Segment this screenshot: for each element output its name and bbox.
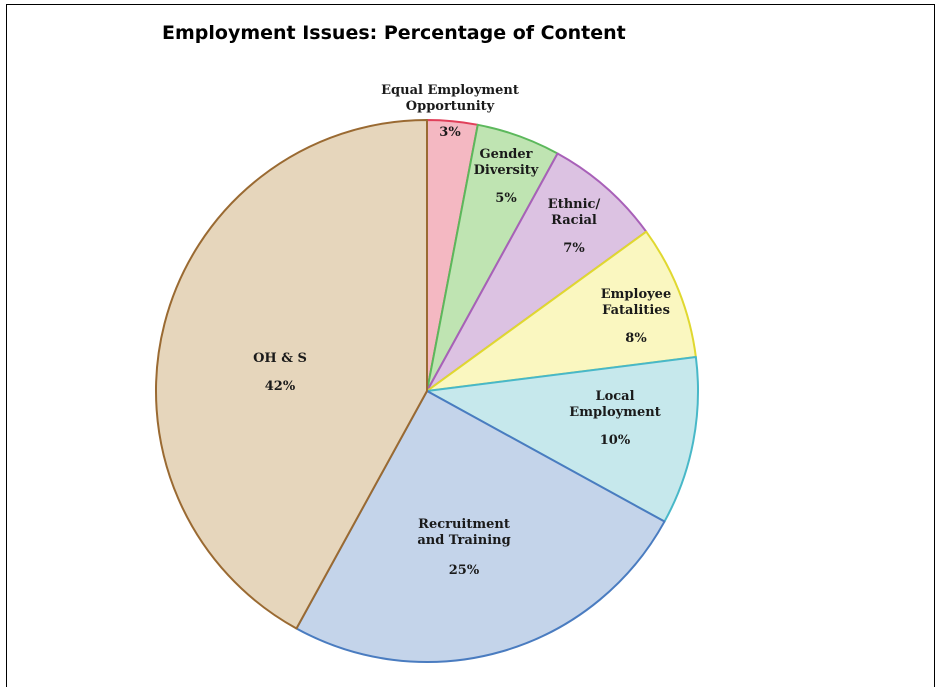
slice-value-label: 25% bbox=[449, 563, 480, 578]
pie-slice-3 bbox=[426, 152, 648, 392]
slice-value-label: 8% bbox=[625, 331, 647, 346]
slice-label: Employee bbox=[601, 287, 671, 302]
pie-slices bbox=[155, 119, 699, 663]
slice-label: Racial bbox=[551, 213, 597, 228]
chart-title: Employment Issues: Percentage of Content bbox=[162, 22, 626, 44]
slice-label: OH & S bbox=[253, 351, 307, 366]
slice-label: Local bbox=[595, 389, 634, 404]
pie-slice-4 bbox=[426, 230, 697, 392]
slice-label: Fatalities bbox=[602, 303, 670, 318]
slice-value-label: 42% bbox=[265, 379, 296, 394]
pie-slice-5 bbox=[426, 356, 699, 523]
pie-slice-7 bbox=[155, 119, 428, 630]
slice-label: and Training bbox=[417, 533, 510, 548]
slice-value-label: 10% bbox=[600, 433, 631, 448]
slice-value-label: 7% bbox=[563, 241, 585, 256]
slice-value-label: 5% bbox=[495, 191, 517, 206]
slice-label: Recruitment bbox=[418, 517, 510, 532]
slice-label: Employment bbox=[569, 405, 660, 420]
slice-label: Opportunity bbox=[406, 99, 495, 114]
slice-value-label: 3% bbox=[439, 125, 461, 140]
slice-label: Ethnic/ bbox=[548, 197, 601, 212]
slice-label: Gender bbox=[479, 147, 532, 162]
pie-slice-6 bbox=[295, 390, 666, 663]
slice-label: Equal Employment bbox=[381, 83, 519, 98]
slice-label: Diversity bbox=[474, 163, 539, 178]
